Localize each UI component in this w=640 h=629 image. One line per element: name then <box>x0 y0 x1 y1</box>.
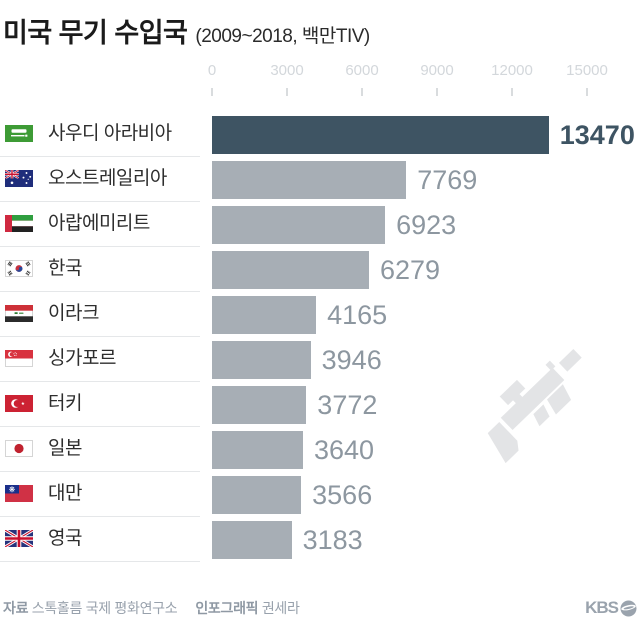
axis-tick-mark <box>286 88 288 96</box>
bar <box>212 341 311 379</box>
country-label: 아랍에미리트 <box>48 212 150 234</box>
country-label: 터키 <box>48 392 82 414</box>
bar <box>212 251 369 289</box>
sniper-rifle-icon <box>468 333 603 473</box>
source-label: 자료 <box>3 600 29 616</box>
flag-jp-icon <box>5 439 33 457</box>
country-label: 한국 <box>48 257 82 279</box>
flag-ae-icon <box>5 214 33 232</box>
credit-text: 권세라 <box>261 600 300 616</box>
flag-tr-icon <box>5 394 33 412</box>
chart-row: 대만 <box>0 471 200 517</box>
axis-tick-label: 6000 <box>345 62 379 79</box>
source-text: 스톡홀름 국제 평화연구소 <box>31 600 178 616</box>
axis-tick-label: 15000 <box>566 62 608 79</box>
axis-tick-mark <box>511 88 513 96</box>
bar-value-label: 3946 <box>321 345 382 375</box>
chart-row: 사우디 아라비아 <box>0 111 200 157</box>
country-label: 대만 <box>48 482 82 504</box>
axis-tick-label: 3000 <box>270 62 304 79</box>
chart-row: 싱가포르 <box>0 336 200 382</box>
axis-tick-label: 0 <box>207 62 217 79</box>
bar-value-label: 6279 <box>379 255 441 285</box>
bar-value-label: 3772 <box>317 390 378 420</box>
axis-tick-mark <box>211 88 213 96</box>
bar-value-label: 13470 <box>559 120 635 150</box>
axis-tick-mark <box>436 88 438 96</box>
bar <box>212 521 292 559</box>
kbs-globe-icon <box>620 600 637 616</box>
flag-kr-icon <box>5 259 33 277</box>
bar <box>212 161 407 199</box>
chart-row: 아랍에미리트 <box>0 201 200 247</box>
flag-au-icon <box>5 169 33 187</box>
bar <box>212 386 307 424</box>
axis-tick-label: 12000 <box>491 62 533 79</box>
chart-row: 영국 <box>0 516 200 562</box>
axis-tick-label: 9000 <box>420 62 454 79</box>
flag-iq-icon <box>5 304 33 322</box>
bar <box>212 431 303 469</box>
kbs-logo-text: KBS <box>585 598 619 617</box>
page-title: 미국 무기 수입국 <box>3 18 188 48</box>
bar-value-label: 3566 <box>312 480 373 510</box>
bar-value-label: 6923 <box>396 210 457 240</box>
bar <box>212 116 549 154</box>
country-label: 일본 <box>48 437 82 459</box>
footer: 자료 스톡홀름 국제 평화연구소 인포그래픽 권세라 KBS <box>3 598 637 618</box>
credit-label: 인포그래픽 <box>195 600 259 616</box>
chart-row: 한국 <box>0 246 200 292</box>
chart-row: 오스트레일리아 <box>0 156 200 202</box>
chart-row: 이라크 <box>0 291 200 337</box>
bar <box>212 206 386 244</box>
bar-value-label: 7769 <box>417 165 478 195</box>
bar-value-label: 3640 <box>314 435 375 465</box>
header: 미국 무기 수입국 (2009~2018, 백만TIV) <box>3 11 370 50</box>
country-label: 사우디 아라비아 <box>48 122 172 144</box>
bar <box>212 296 317 334</box>
country-label: 영국 <box>48 527 82 549</box>
bar-value-label: 4165 <box>327 300 388 330</box>
chart-row: 일본 <box>0 426 200 472</box>
country-label: 오스트레일리아 <box>48 167 167 189</box>
flag-tw-icon <box>5 484 33 502</box>
country-label: 싱가포르 <box>48 347 116 369</box>
bar-value-label: 3183 <box>302 525 363 555</box>
flag-gb-icon <box>5 529 33 547</box>
bar <box>212 476 302 514</box>
flag-sa-icon <box>5 124 33 142</box>
chart-row: 터키 <box>0 381 200 427</box>
axis-tick-mark <box>586 88 588 96</box>
axis-tick-mark <box>361 88 363 96</box>
page-subtitle: (2009~2018, 백만TIV) <box>195 26 370 47</box>
country-label: 이라크 <box>48 302 99 324</box>
flag-sg-icon <box>5 349 33 367</box>
kbs-logo: KBS <box>585 598 637 618</box>
